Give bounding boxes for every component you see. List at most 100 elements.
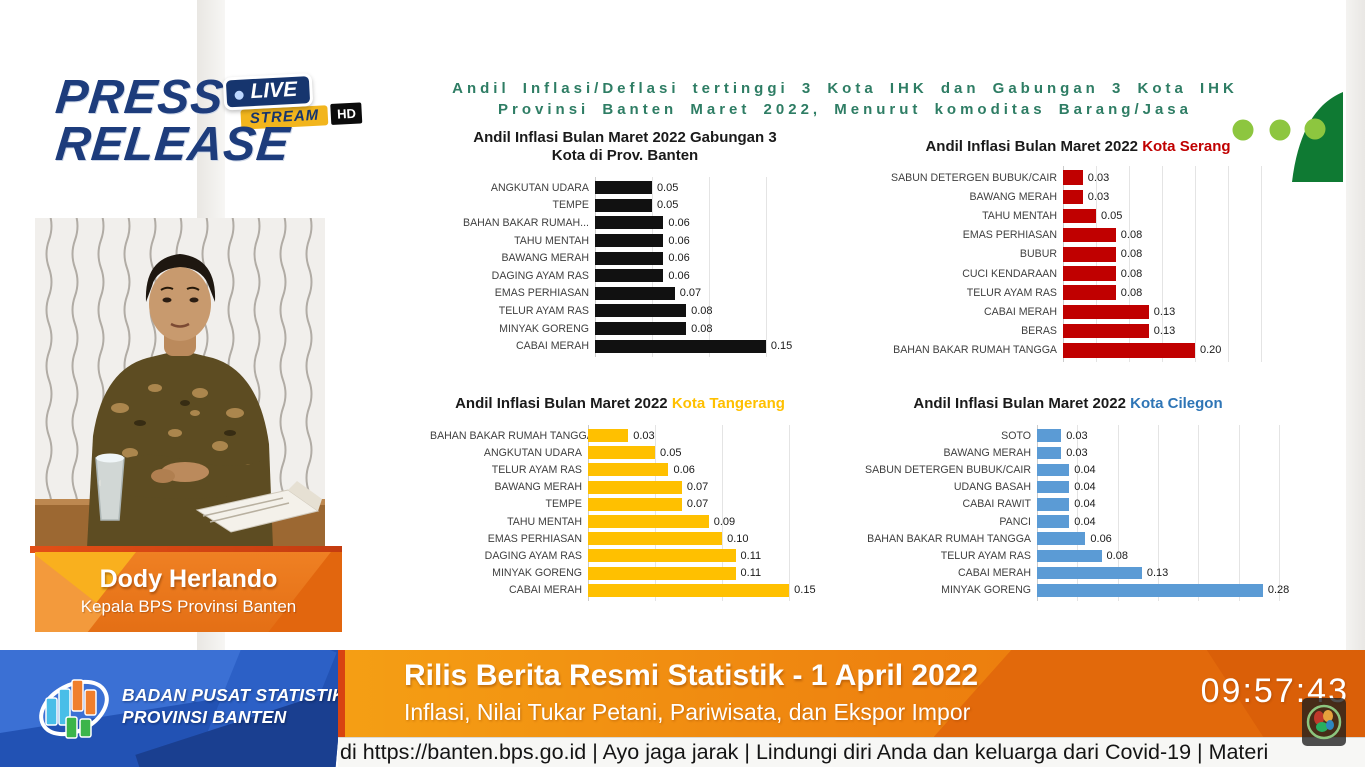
- chart-row: CABAI MERAH 0.13: [878, 302, 1278, 321]
- chart-category-label: EMAS PERHIASAN: [962, 229, 1057, 242]
- chart-value-label: 0.08: [1106, 549, 1128, 562]
- chart-gridline: [1279, 425, 1280, 601]
- chart-value-label: 0.06: [673, 463, 695, 476]
- chart-row: CABAI RAWIT 0.04: [843, 496, 1293, 513]
- chart-category-label: BAWANG MERAH: [494, 481, 582, 494]
- provincial-emblem-graphic: [1306, 704, 1342, 740]
- chart-category-label: ANGKUTAN UDARA: [490, 181, 589, 194]
- chart-bar: [588, 549, 736, 563]
- chart-title: Andil Inflasi Bulan Maret 2022 Kota Cile…: [913, 395, 1223, 412]
- chart-row: CUCI KENDARAAN 0.08: [878, 264, 1278, 283]
- chart-gridline: [651, 177, 653, 357]
- chart-gridline: [765, 177, 767, 357]
- chart-gridline: [1162, 166, 1163, 362]
- chart-value-label: 0.07: [679, 287, 702, 300]
- chart-bar: [1063, 304, 1149, 320]
- chart-value-label: 0.13: [1153, 325, 1176, 338]
- chart-bar: [1037, 515, 1070, 528]
- chart-value-label: 0.08: [1120, 229, 1143, 242]
- release-text: RELEASE: [53, 118, 293, 171]
- chart-row: BERAS 0.13: [878, 322, 1278, 341]
- chart-category-label: EMAS PERHIASAN: [494, 287, 589, 300]
- chart-bar: [595, 269, 664, 283]
- chart-category-label: BAHAN BAKAR RUMAH...: [463, 216, 589, 229]
- chart-value-label: 0.06: [668, 216, 690, 229]
- chart-bar: [1037, 498, 1070, 511]
- bps-logo-graphic: [39, 679, 109, 739]
- chart-value-label: 0.15: [770, 340, 793, 353]
- chart-value-label: 0.15: [794, 584, 816, 597]
- chart-category-label: DAGING AYAM RAS: [491, 269, 589, 282]
- chart-value-label: 0.11: [740, 567, 762, 580]
- chart-category-label: SABUN DETERGEN BUBUK/CAIR: [865, 463, 1031, 476]
- live-badge: LIVE: [222, 72, 314, 111]
- chart-gabungan-banten: Andil Inflasi Bulan Maret 2022 Gabungan …: [440, 129, 810, 357]
- chart-axis-line: [1037, 425, 1038, 601]
- chart-value-label: 0.08: [1120, 248, 1143, 261]
- chart-category-label: BUBUR: [1019, 248, 1057, 261]
- chart-gridlines: [1037, 425, 1280, 601]
- banner-edge: [338, 650, 345, 737]
- chart-kota-cilegon: Andil Inflasi Bulan Maret 2022 Kota Cile…: [843, 395, 1293, 601]
- chart-row: MINYAK GORENG 0.11: [430, 565, 810, 582]
- chart-value-label: 0.04: [1074, 515, 1096, 528]
- chart-category-label: BERAS: [1021, 325, 1057, 338]
- chart-title: Andil Inflasi Bulan Maret 2022 Gabungan …: [473, 129, 777, 164]
- chart-category-label: BAHAN BAKAR RUMAH TANGGA: [430, 429, 594, 442]
- chart-row: BAWANG MERAH 0.03: [878, 187, 1278, 206]
- chart-value-label: 0.28: [1267, 584, 1290, 597]
- chart-category-label: CABAI RAWIT: [962, 498, 1031, 511]
- chart-axis-line: [1063, 166, 1064, 362]
- chart-value-label: 0.07: [686, 498, 709, 511]
- chart-category-label: BAWANG MERAH: [969, 190, 1057, 203]
- chart-value-label: 0.06: [668, 269, 690, 282]
- chart-bar: [588, 532, 723, 546]
- chart-value-label: 0.05: [656, 181, 679, 194]
- chart-row: TEMPE 0.05: [440, 197, 810, 215]
- chart-gridline: [1077, 425, 1079, 601]
- chart-value-label: 0.13: [1146, 567, 1169, 580]
- chart-bar: [1063, 285, 1116, 300]
- headline-banner: Rilis Berita Resmi Statistik - 1 April 2…: [338, 650, 1365, 737]
- chart-bar: [595, 198, 652, 212]
- chart-category-label: MINYAK GORENG: [499, 322, 589, 335]
- chart-bar: [588, 429, 629, 443]
- chart-category-label: BAHAN BAKAR RUMAH TANGGA: [893, 344, 1057, 357]
- chart-category-label: DAGING AYAM RAS: [484, 549, 582, 562]
- chart-value-label: 0.10: [727, 532, 749, 545]
- chart-gridline: [722, 425, 724, 601]
- chart-value-label: 0.04: [1074, 481, 1096, 494]
- chart-row: BAHAN BAKAR RUMAH TANGGA 0.03: [430, 427, 810, 444]
- chart-bar: [595, 304, 687, 318]
- chart-category-label: TAHU MENTAH: [514, 234, 589, 247]
- chart-bar: [588, 566, 736, 580]
- chart-bar: [1063, 343, 1195, 358]
- green-dots-logo: [1222, 86, 1357, 195]
- chart-bar: [588, 515, 709, 529]
- chart-value-label: 0.03: [1066, 429, 1088, 442]
- chart-value-label: 0.08: [1120, 267, 1143, 280]
- chart-gridlines: [595, 177, 800, 357]
- chart-bar: [595, 286, 675, 300]
- slide-title: Andil Inflasi/Deflasi tertinggi 3 Kota I…: [415, 78, 1275, 120]
- chart-value-label: 0.03: [1087, 190, 1110, 203]
- press-release-logo: PRESS LIVE STREAM HD RELEASE: [53, 71, 376, 171]
- chart-gridline: [1117, 425, 1119, 601]
- chart-gridline: [789, 425, 791, 601]
- chart-row: DAGING AYAM RAS 0.06: [440, 267, 810, 285]
- chart-value-label: 0.07: [686, 481, 709, 494]
- chart-bar: [1063, 227, 1116, 243]
- chart-value-label: 0.08: [1120, 286, 1143, 299]
- green-dots-logo-graphic: [1232, 92, 1343, 182]
- chart-category-label: MINYAK GORENG: [492, 567, 582, 580]
- chart-row: DAGING AYAM RAS 0.11: [430, 547, 810, 564]
- chart-gridline: [1195, 166, 1196, 362]
- speaker-illustration: [35, 218, 325, 548]
- chart-category-label: CABAI MERAH: [984, 305, 1057, 318]
- broadcast-headline: Rilis Berita Resmi Statistik - 1 April 2…: [404, 659, 979, 692]
- speaker-role: Kepala BPS Provinsi Banten: [80, 597, 297, 616]
- chart-bar: [1063, 323, 1149, 339]
- broadcast-subtitle: Inflasi, Nilai Tukar Petani, Pariwisata,…: [404, 699, 971, 725]
- chart-row: BAWANG MERAH 0.03: [843, 444, 1293, 461]
- chart-title: Andil Inflasi Bulan Maret 2022 Kota Tang…: [455, 395, 785, 412]
